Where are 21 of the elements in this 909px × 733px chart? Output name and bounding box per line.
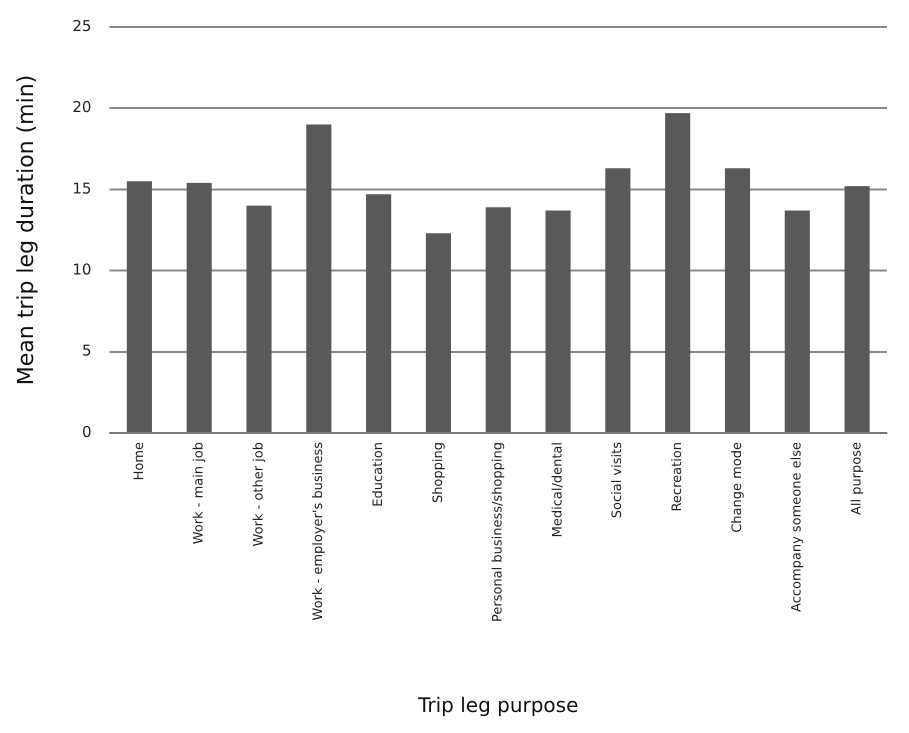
y-axis-title: Mean trip leg duration (min) <box>14 74 39 386</box>
y-tick-label: 15 <box>72 179 92 198</box>
x-tick-label: Work - other job <box>251 442 266 546</box>
x-tick-label: All purpose <box>849 442 864 516</box>
x-tick-label: Accompany someone else <box>790 442 805 612</box>
y-tick-label: 25 <box>72 16 92 35</box>
y-tick-label: 5 <box>82 342 92 360</box>
x-tick-label: Recreation <box>670 442 686 512</box>
x-tick-label: Work - employer's business <box>311 442 326 621</box>
x-tick-label: Medical/dental <box>550 442 566 538</box>
x-tick-label: Change mode <box>730 442 745 533</box>
x-tick-label: Social visits <box>610 442 626 518</box>
y-tick-label: 20 <box>72 98 92 116</box>
y-tick-label: 0 <box>82 422 92 441</box>
y-tick-label: 10 <box>72 260 92 278</box>
x-tick-label: Education <box>371 442 386 507</box>
x-tick-label: Personal business/shopping <box>490 442 506 622</box>
x-axis-title: Trip leg purpose <box>417 693 578 718</box>
x-tick-label: Shopping <box>430 442 446 504</box>
x-tick-label: Home <box>132 442 147 480</box>
x-tick-label: Work - main job <box>192 442 207 544</box>
